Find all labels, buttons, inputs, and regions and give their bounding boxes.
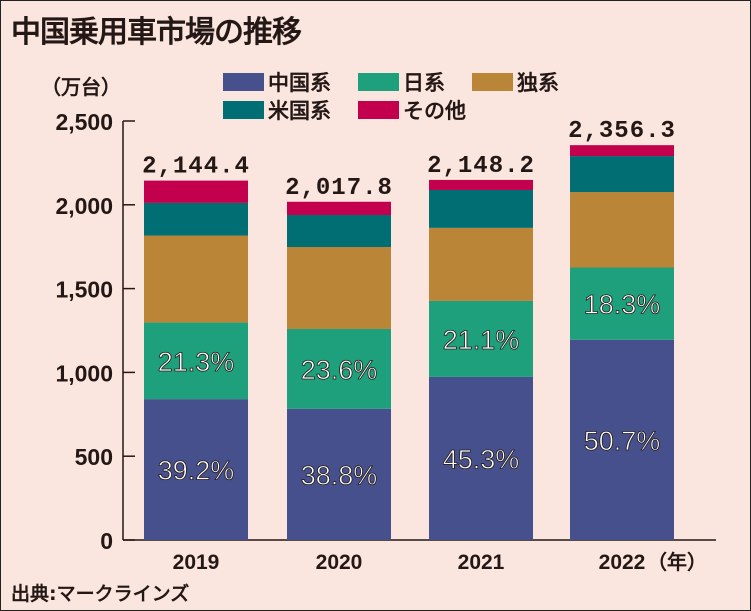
bar-segment — [144, 399, 248, 540]
bar-segment — [429, 189, 533, 228]
bar-segment — [429, 376, 533, 540]
bar-segment — [429, 227, 533, 301]
bar-segment — [287, 215, 391, 248]
total-label: 2,356.3 — [568, 118, 676, 145]
share-label: 38.8% — [301, 460, 378, 490]
source-note: 出典:マークラインズ — [11, 583, 190, 605]
y-tick-label: 0 — [100, 528, 113, 554]
y-tick-label: 2,500 — [55, 109, 113, 135]
legend-item-japan: 日系 — [358, 67, 445, 97]
share-label: 18.3% — [584, 290, 661, 320]
bar-segment — [570, 145, 674, 157]
bar-segment — [570, 156, 674, 193]
legend-item-germany: 独系 — [472, 67, 559, 97]
bar-segment — [287, 328, 391, 409]
share-label: 45.3% — [443, 444, 520, 474]
share-label: 21.1% — [443, 325, 520, 355]
bar-segment — [144, 202, 248, 236]
y-tick-label: 2,000 — [55, 193, 113, 219]
y-tick-label: 1,500 — [55, 277, 113, 303]
bar-segment — [570, 339, 674, 540]
bar-segment — [429, 300, 533, 377]
x-tick-label: 2019 — [173, 551, 220, 574]
share-label: 50.7% — [584, 426, 661, 456]
bar-segment — [144, 180, 248, 203]
x-tick-label: 2022 — [599, 551, 646, 574]
total-label: 2,144.4 — [142, 154, 250, 181]
x-axis-unit: （年） — [647, 550, 707, 574]
legend-item-china: 中国系 — [223, 67, 331, 97]
y-axis-unit: （万台） — [41, 75, 121, 99]
legend-swatch — [223, 73, 264, 91]
legend-item-us: 米国系 — [223, 95, 331, 125]
legend-swatch — [472, 73, 513, 91]
share-label: 39.2% — [158, 456, 235, 486]
y-tick-label: 500 — [75, 444, 113, 470]
bar-segment — [144, 235, 248, 323]
bar-segment — [287, 247, 391, 329]
chart-title: 中国乗用車市場の推移 — [11, 15, 302, 50]
y-tick-label: 1,000 — [55, 360, 113, 386]
bar-segment — [287, 201, 391, 216]
bar-segment — [287, 408, 391, 540]
bar-segment — [144, 322, 248, 400]
x-tick-label: 2020 — [316, 551, 363, 574]
total-label: 2,148.2 — [427, 153, 535, 180]
share-label: 23.6% — [301, 355, 378, 385]
legend-item-other: その他 — [358, 95, 466, 125]
total-label: 2,017.8 — [285, 175, 393, 202]
bar-segment — [570, 267, 674, 340]
legend-swatch — [223, 101, 264, 119]
legend-swatch — [358, 101, 399, 119]
legend-swatch — [358, 73, 399, 91]
bar-segment — [570, 192, 674, 268]
share-label: 21.3% — [158, 347, 235, 377]
x-tick-label: 2021 — [458, 551, 505, 574]
bar-segment — [429, 179, 533, 190]
